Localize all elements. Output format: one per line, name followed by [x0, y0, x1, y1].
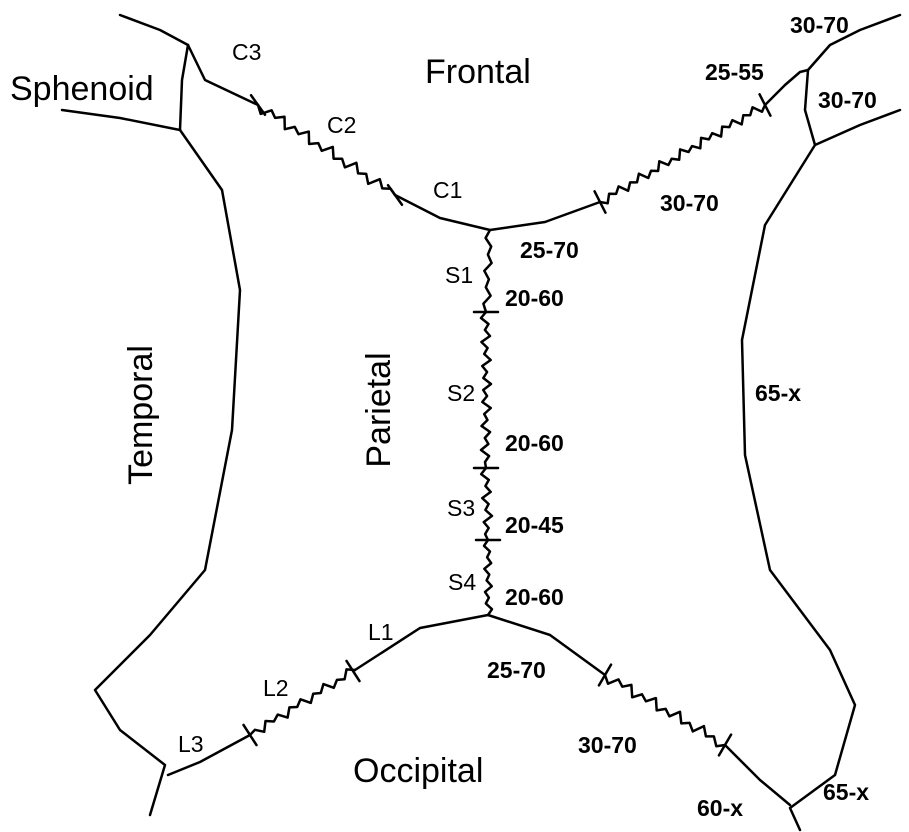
serrated-suture [482, 538, 494, 617]
age-range: 30-70 [818, 87, 877, 113]
bone-label: Occipital [353, 752, 483, 790]
segment-tick [345, 659, 361, 683]
segment-tick [717, 733, 733, 757]
age-range: 30-70 [790, 12, 849, 38]
serrated-suture [479, 466, 494, 542]
segment-tick [597, 663, 613, 687]
age-range: 25-70 [520, 237, 579, 263]
age-range: 30-70 [578, 732, 637, 758]
segment-label: C1 [433, 177, 462, 203]
bone-label: Frontal [425, 53, 531, 91]
serrated-suture [479, 310, 493, 470]
serrated-suture [482, 228, 493, 314]
age-range: 20-60 [505, 584, 564, 610]
suture [723, 743, 792, 807]
suture [166, 733, 252, 777]
suture [186, 43, 260, 107]
segment-label: L2 [263, 675, 289, 701]
segment-tick [249, 93, 267, 117]
suture [806, 13, 902, 72]
segment-label: L1 [368, 619, 394, 645]
suture [740, 143, 857, 832]
age-range: 20-45 [505, 512, 564, 538]
suture-lines [60, 13, 902, 832]
suture [60, 108, 182, 132]
segment-label: S3 [447, 495, 475, 521]
serrated-suture [603, 673, 727, 748]
age-range: 25-55 [705, 59, 764, 85]
segment-tick [386, 183, 404, 207]
segment-label: C3 [232, 39, 261, 65]
segment-label: S2 [447, 380, 475, 406]
age-range: 30-70 [660, 190, 719, 216]
serrated-suture [598, 103, 767, 205]
suture [93, 128, 242, 817]
age-range: 65-x [823, 779, 869, 805]
age-range: 25-70 [487, 657, 546, 683]
segment-tick [758, 93, 772, 117]
serrated-suture [256, 103, 397, 197]
segment-tick [242, 723, 258, 747]
bone-label: Sphenoid [10, 70, 154, 108]
suture [178, 43, 190, 132]
suture [118, 13, 190, 47]
bone-label: Temporal [122, 345, 160, 485]
suture [393, 193, 602, 232]
segment-label: C2 [327, 112, 356, 138]
age-range: 20-60 [505, 285, 564, 311]
age-range: 65-x [755, 380, 801, 406]
segment-label: S4 [448, 569, 476, 595]
bone-label: Parietal [360, 352, 398, 467]
serrated-suture [248, 668, 357, 737]
age-range: 20-60 [505, 430, 564, 456]
segment-tick [593, 190, 607, 214]
age-range: 60-x [697, 795, 743, 821]
segment-label: L3 [178, 731, 204, 757]
segment-label: S1 [445, 262, 473, 288]
suture [763, 68, 810, 107]
